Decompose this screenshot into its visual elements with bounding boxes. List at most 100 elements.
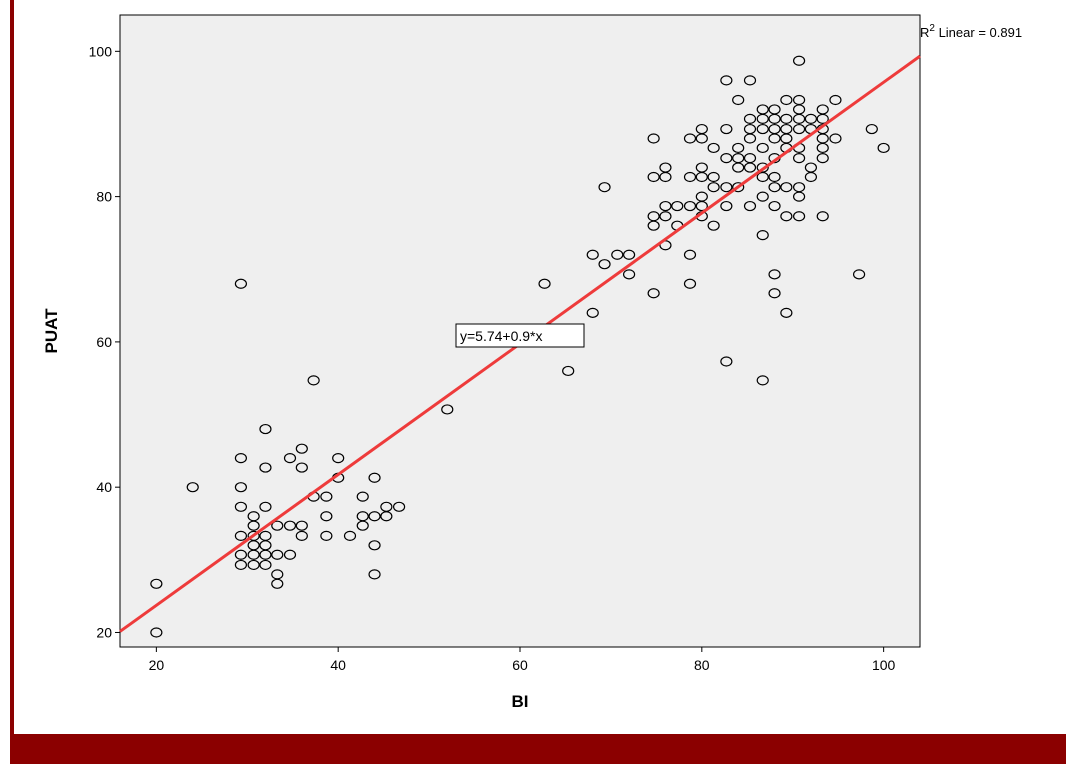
data-point — [720, 153, 733, 164]
r2-label: R2 Linear = 0.891 — [920, 23, 1022, 40]
data-point — [816, 153, 829, 164]
data-point — [283, 453, 297, 464]
data-point — [234, 278, 248, 289]
data-point — [780, 307, 793, 318]
data-point — [877, 142, 890, 154]
data-point — [792, 55, 806, 66]
r2-superscript: 2 — [929, 23, 935, 34]
x-axis-ticks: 20 40 60 80 100 — [149, 647, 896, 673]
data-point — [332, 453, 345, 464]
data-point — [792, 123, 806, 135]
data-point — [768, 269, 781, 280]
y-axis-ticks: 20 40 60 80 100 — [89, 43, 120, 640]
data-point — [150, 578, 163, 589]
data-point — [804, 171, 818, 183]
data-point — [622, 269, 636, 280]
data-point — [234, 482, 248, 493]
data-point — [234, 501, 248, 512]
data-point — [259, 423, 272, 435]
data-point — [683, 249, 697, 260]
data-point — [768, 288, 781, 299]
data-point — [562, 365, 575, 377]
data-point — [647, 133, 660, 144]
data-point — [804, 113, 818, 124]
data-point — [695, 200, 708, 212]
data-point — [259, 462, 272, 473]
data-point — [683, 200, 697, 212]
y-tick-label: 20 — [96, 624, 112, 640]
data-point — [852, 269, 866, 280]
data-point — [816, 113, 829, 124]
data-point — [756, 191, 769, 202]
y-tick-label: 80 — [96, 189, 112, 205]
data-point — [720, 123, 733, 135]
data-point — [538, 278, 551, 289]
data-point — [707, 220, 720, 231]
data-point — [743, 162, 757, 173]
data-point — [768, 171, 781, 183]
data-point — [271, 520, 284, 531]
data-point — [647, 220, 660, 231]
data-point — [792, 211, 806, 222]
data-point — [756, 123, 769, 135]
x-tick-label: 60 — [512, 657, 528, 673]
data-point — [743, 113, 757, 124]
data-point — [659, 200, 672, 212]
data-point — [259, 559, 272, 571]
x-tick-label: 100 — [872, 657, 896, 673]
data-point — [368, 540, 381, 551]
data-point — [271, 578, 284, 589]
data-point — [671, 200, 684, 212]
equation-box: y=5.74+0.9*x — [455, 323, 585, 348]
data-point — [695, 133, 708, 144]
data-point — [392, 501, 406, 512]
data-point — [271, 549, 284, 560]
r2-value: Linear = 0.891 — [935, 25, 1022, 40]
data-point — [659, 211, 672, 222]
data-points — [150, 55, 890, 638]
data-point — [368, 511, 381, 522]
data-point — [829, 133, 842, 144]
data-point — [295, 462, 308, 473]
data-point — [683, 278, 697, 289]
y-axis-title: PUAT — [42, 308, 61, 354]
data-point — [768, 182, 781, 193]
data-point — [586, 249, 599, 260]
data-point — [283, 520, 297, 531]
data-point — [611, 249, 624, 260]
data-point — [259, 549, 272, 560]
data-point — [307, 375, 320, 386]
data-point — [356, 491, 369, 502]
data-point — [743, 75, 757, 86]
data-point — [780, 113, 793, 124]
data-point — [295, 530, 308, 541]
x-tick-label: 80 — [694, 657, 710, 673]
data-point — [283, 549, 297, 560]
data-point — [380, 511, 393, 522]
data-point — [356, 520, 369, 531]
data-point — [683, 133, 697, 144]
data-point — [756, 113, 769, 124]
data-point — [659, 171, 672, 183]
data-point — [368, 472, 381, 483]
data-point — [586, 307, 599, 318]
equation-label: y=5.74+0.9*x — [460, 328, 543, 344]
data-point — [295, 520, 308, 531]
data-point — [186, 482, 199, 493]
data-point — [720, 182, 733, 193]
data-point — [695, 171, 708, 183]
data-point — [756, 375, 769, 386]
data-point — [732, 142, 745, 154]
data-point — [792, 113, 806, 124]
data-point — [598, 182, 611, 193]
bottom-banner — [10, 734, 1066, 764]
data-point — [320, 491, 333, 502]
x-axis-title: BI — [512, 692, 529, 711]
data-point — [743, 200, 757, 212]
data-point — [732, 182, 745, 193]
data-point — [732, 162, 745, 173]
data-point — [320, 511, 333, 522]
data-point — [247, 520, 260, 531]
data-point — [768, 133, 781, 144]
data-point — [768, 113, 781, 124]
